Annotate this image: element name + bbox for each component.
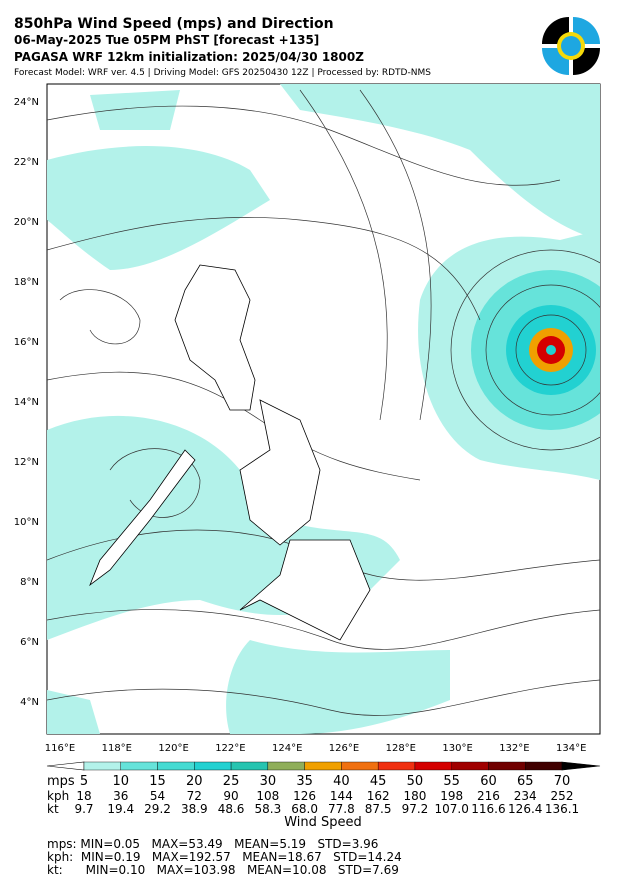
colorbar-value: 234 xyxy=(514,789,537,803)
colorbar-extend xyxy=(46,761,85,771)
colorbar-value: 90 xyxy=(223,789,238,803)
lon-label: 118°E xyxy=(102,743,132,754)
lat-label: 18°N xyxy=(14,277,39,288)
colorbar-value: 30 xyxy=(260,774,277,789)
colorbar-segment xyxy=(83,761,121,771)
colorbar-segment xyxy=(194,761,232,771)
lon-label: 126°E xyxy=(329,743,359,754)
lat-label: 16°N xyxy=(14,337,39,348)
lon-label: 134°E xyxy=(556,743,586,754)
map xyxy=(46,83,601,735)
colorbar-value: 70 xyxy=(554,774,571,789)
stats-line: mps: MIN=0.05 MAX=53.49 MEAN=5.19 STD=3.… xyxy=(47,837,378,851)
row-label: kph xyxy=(47,789,69,803)
colorbar-segment xyxy=(157,761,195,771)
colorbar-value: 10 xyxy=(112,774,129,789)
colorbar-value: 5 xyxy=(80,774,88,789)
colorbar-value: 45 xyxy=(370,774,387,789)
colorbar-value: 48.6 xyxy=(218,802,245,816)
colorbar-label: Wind Speed xyxy=(284,815,362,830)
colorbar-value: 36 xyxy=(113,789,128,803)
colorbar-segment xyxy=(341,761,379,771)
colorbar-segment xyxy=(120,761,158,771)
colorbar-segment xyxy=(525,761,563,771)
colorbar-value: 180 xyxy=(403,789,426,803)
lat-label: 24°N xyxy=(14,97,39,108)
logo xyxy=(542,17,600,75)
lat-label: 10°N xyxy=(14,517,39,528)
stats-line: kph: MIN=0.19 MAX=192.57 MEAN=18.67 STD=… xyxy=(47,850,402,864)
colorbar-value: 136.1 xyxy=(545,802,579,816)
colorbar-value: 38.9 xyxy=(181,802,208,816)
lat-label: 6°N xyxy=(20,637,39,648)
colorbar-value: 20 xyxy=(186,774,203,789)
colorbar-value: 252 xyxy=(551,789,574,803)
colorbar-value: 126 xyxy=(293,789,316,803)
colorbar-value: 54 xyxy=(150,789,165,803)
colorbar-value: 116.6 xyxy=(471,802,505,816)
colorbar-value: 55 xyxy=(443,774,460,789)
colorbar-value: 216 xyxy=(477,789,500,803)
colorbar-value: 40 xyxy=(333,774,350,789)
lon-label: 128°E xyxy=(386,743,416,754)
colorbar-value: 15 xyxy=(149,774,166,789)
colorbar-value: 162 xyxy=(367,789,390,803)
lon-label: 130°E xyxy=(442,743,472,754)
colorbar-value: 25 xyxy=(223,774,240,789)
colorbar-segment xyxy=(488,761,526,771)
colorbar-value: 18 xyxy=(76,789,91,803)
colorbar-value: 107.0 xyxy=(435,802,469,816)
row-label: mps xyxy=(47,774,75,789)
colorbar-value: 58.3 xyxy=(254,802,281,816)
lon-label: 132°E xyxy=(499,743,529,754)
colorbar-value: 9.7 xyxy=(74,802,93,816)
colorbar-value: 77.8 xyxy=(328,802,355,816)
lat-label: 22°N xyxy=(14,157,39,168)
colorbar-value: 60 xyxy=(480,774,497,789)
lon-label: 124°E xyxy=(272,743,302,754)
colorbar-value: 68.0 xyxy=(291,802,318,816)
lat-label: 14°N xyxy=(14,397,39,408)
colorbar-value: 19.4 xyxy=(107,802,134,816)
lat-label: 8°N xyxy=(20,577,39,588)
lat-label: 12°N xyxy=(14,457,39,468)
colorbar-segment xyxy=(377,761,416,771)
colorbar-value: 97.2 xyxy=(402,802,429,816)
title: 850hPa Wind Speed (mps) and Direction xyxy=(14,16,334,32)
colorbar-segment xyxy=(414,761,452,771)
colorbar-segment xyxy=(267,761,305,771)
colorbar-segment xyxy=(451,761,489,771)
stats-line: kt: MIN=0.10 MAX=103.98 MEAN=10.08 STD=7… xyxy=(47,863,399,877)
colorbar-segment xyxy=(304,761,342,771)
colorbar-extend xyxy=(561,761,601,771)
colorbar-value: 29.2 xyxy=(144,802,171,816)
colorbar-value: 50 xyxy=(407,774,424,789)
lon-label: 116°E xyxy=(45,743,75,754)
row-label: kt xyxy=(47,802,59,816)
colorbar-value: 65 xyxy=(517,774,534,789)
lat-label: 20°N xyxy=(14,217,39,228)
lon-label: 122°E xyxy=(215,743,245,754)
lon-label: 120°E xyxy=(158,743,188,754)
credits: Forecast Model: WRF ver. 4.5 | Driving M… xyxy=(14,68,431,78)
colorbar-value: 87.5 xyxy=(365,802,392,816)
colorbar-value: 35 xyxy=(296,774,313,789)
colorbar-value: 72 xyxy=(187,789,202,803)
colorbar-value: 198 xyxy=(440,789,463,803)
colorbar-value: 126.4 xyxy=(508,802,542,816)
lat-label: 4°N xyxy=(20,697,39,708)
subtitle: 06-May-2025 Tue 05PM PhST [forecast +135… xyxy=(14,33,319,47)
subtitle: PAGASA WRF 12km initialization: 2025/04/… xyxy=(14,50,364,64)
colorbar-value: 108 xyxy=(256,789,279,803)
colorbar-segment xyxy=(230,761,269,771)
colorbar-value: 144 xyxy=(330,789,353,803)
